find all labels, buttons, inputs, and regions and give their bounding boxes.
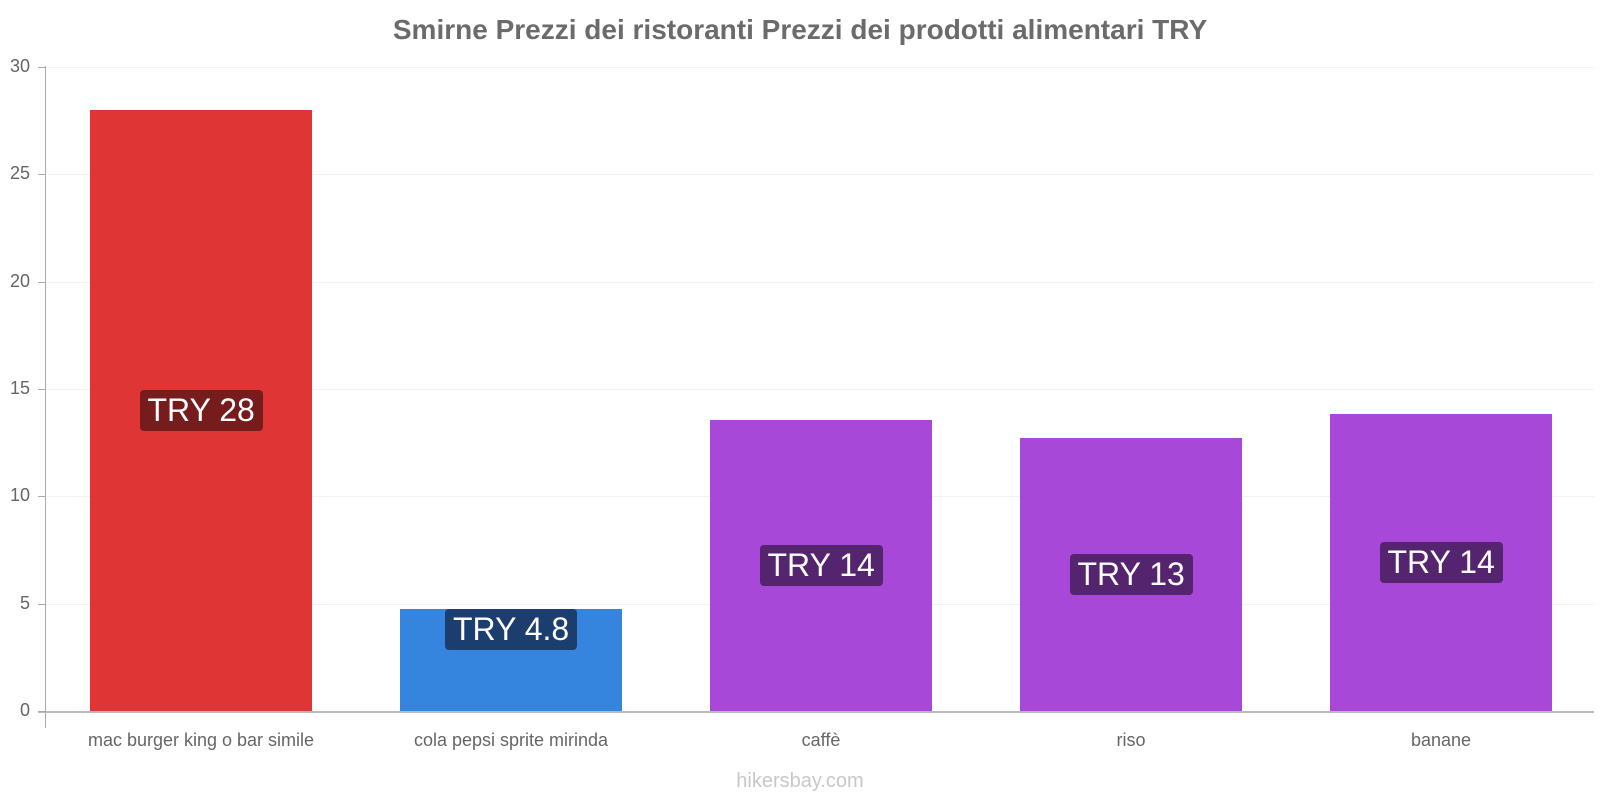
gridline [46, 174, 1594, 176]
y-tick-label: 20 [9, 270, 30, 291]
x-tick-label: caffè [801, 730, 841, 750]
x-tick-label: banane [1410, 730, 1472, 750]
y-tick-label: 25 [9, 163, 30, 184]
data-label: TRY 4.8 [445, 608, 578, 650]
x-tick-label: riso [1116, 730, 1146, 750]
data-label: TRY 14 [1379, 541, 1503, 583]
data-label: TRY 13 [1069, 554, 1193, 596]
x-tick-label: cola pepsi sprite mirinda [413, 730, 609, 750]
y-tick-label: 0 [19, 700, 30, 720]
gridline [46, 281, 1594, 283]
y-tick-label: 30 [9, 56, 30, 76]
y-tick-mark [38, 603, 46, 605]
watermark: hikersbay.com [736, 770, 864, 792]
chart-title: Smirne Prezzi dei ristoranti Prezzi dei … [392, 14, 1208, 45]
gridline [46, 389, 1594, 390]
y-tick-label: 10 [9, 485, 30, 506]
y-tick-label: 15 [9, 378, 30, 398]
y-tick-mark [38, 389, 46, 390]
y-axis [45, 66, 46, 728]
x-axis [38, 711, 1594, 713]
y-tick-mark [38, 281, 46, 283]
gridline [46, 67, 1594, 68]
y-tick-mark [38, 67, 46, 68]
y-tick-mark [38, 711, 46, 712]
y-tick-mark [38, 496, 46, 498]
y-tick-label: 5 [19, 592, 30, 613]
data-label: TRY 28 [139, 389, 263, 431]
y-tick-mark [38, 174, 46, 176]
data-label: TRY 14 [759, 545, 883, 587]
x-tick-label: mac burger king o bar simile [87, 730, 315, 750]
